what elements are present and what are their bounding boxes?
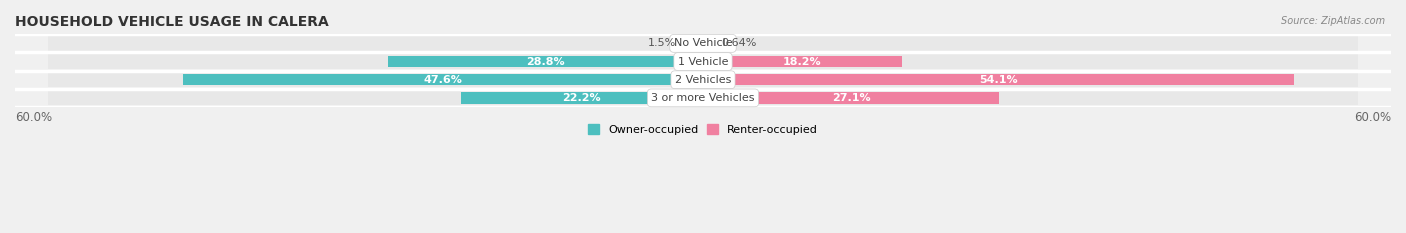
Text: 28.8%: 28.8% xyxy=(526,57,565,67)
Text: 47.6%: 47.6% xyxy=(423,75,463,85)
Text: 22.2%: 22.2% xyxy=(562,93,602,103)
Bar xyxy=(48,72,703,87)
Bar xyxy=(703,36,1358,51)
Text: 27.1%: 27.1% xyxy=(832,93,870,103)
Text: No Vehicle: No Vehicle xyxy=(673,38,733,48)
Text: 1 Vehicle: 1 Vehicle xyxy=(678,57,728,67)
Bar xyxy=(48,90,703,105)
Bar xyxy=(183,74,703,85)
Text: 3 or more Vehicles: 3 or more Vehicles xyxy=(651,93,755,103)
Text: 2 Vehicles: 2 Vehicles xyxy=(675,75,731,85)
Text: 18.2%: 18.2% xyxy=(783,57,821,67)
Text: 0.64%: 0.64% xyxy=(721,38,756,48)
Bar xyxy=(703,38,710,49)
Text: 60.0%: 60.0% xyxy=(15,111,52,123)
Text: HOUSEHOLD VEHICLE USAGE IN CALERA: HOUSEHOLD VEHICLE USAGE IN CALERA xyxy=(15,15,329,29)
Bar xyxy=(48,54,703,69)
Text: Source: ZipAtlas.com: Source: ZipAtlas.com xyxy=(1281,16,1385,26)
Bar xyxy=(703,56,901,67)
Text: 54.1%: 54.1% xyxy=(979,75,1018,85)
Bar xyxy=(48,36,703,51)
Bar xyxy=(703,90,1358,105)
Text: 60.0%: 60.0% xyxy=(1354,111,1391,123)
Bar xyxy=(686,38,703,49)
Bar xyxy=(703,72,1358,87)
Bar xyxy=(461,92,703,103)
Bar xyxy=(703,54,1358,69)
Legend: Owner-occupied, Renter-occupied: Owner-occupied, Renter-occupied xyxy=(583,120,823,139)
Bar xyxy=(388,56,703,67)
Bar xyxy=(703,74,1294,85)
Text: 1.5%: 1.5% xyxy=(647,38,676,48)
Bar xyxy=(703,92,998,103)
